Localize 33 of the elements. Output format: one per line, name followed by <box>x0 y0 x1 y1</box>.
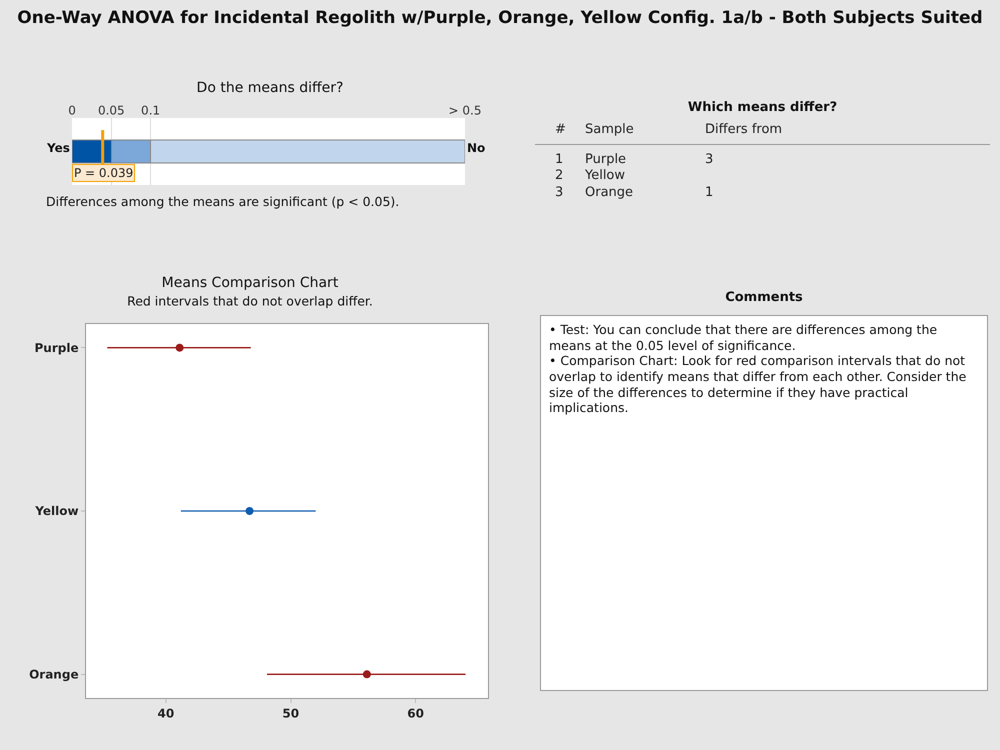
text: 1 <box>705 185 714 200</box>
chart-title: Do the means differ? <box>196 80 344 96</box>
text: 3 <box>555 185 564 200</box>
text: Yellow <box>585 168 626 183</box>
x-tick-label: 40 <box>158 706 174 720</box>
text: # <box>555 122 566 137</box>
text: Purple <box>585 152 626 167</box>
ref-line-label: P = 0.039 <box>74 166 134 180</box>
text: Differs from <box>705 122 782 137</box>
x-tick-label: > 0.5 <box>448 104 482 118</box>
y-tick-label: Yellow <box>34 504 79 518</box>
x-tick-label: 0 <box>68 104 76 118</box>
text: No <box>467 141 486 155</box>
text: • Comparison Chart: Look for red comparison intervals that do not overlap to identify means that differ from each other. Consider the size of the differences to determine if they have practical implications. <box>549 353 968 416</box>
text: Sample <box>585 122 634 137</box>
y-tick-label: Orange <box>29 668 79 682</box>
chart-title: Means Comparison Chart <box>162 275 339 292</box>
y-tick-label: Purple <box>34 340 79 355</box>
text: Differences among the means are significant (p < 0.05). <box>46 194 400 209</box>
x-tick-label: 0.05 <box>98 104 125 118</box>
text: 2 <box>555 168 564 183</box>
chart-subtitle: Red intervals that do not overlap differ. <box>127 293 373 308</box>
text: Comments <box>724 290 804 305</box>
x-tick-label: 0.1 <box>141 104 160 118</box>
x-tick-label: 50 <box>282 706 300 720</box>
text: One-Way ANOVA for Incidental Regolith w/Purple, Orange, Yellow Config. 1a/b - Both Subjects Suited <box>16 8 984 28</box>
text: Which means differ? <box>686 100 838 115</box>
text: • Test: You can conclude that there are differences among the means at the 0.05 level of significance. <box>549 322 938 354</box>
x-tick-label: 60 <box>407 706 424 720</box>
text: Orange <box>585 185 634 200</box>
text: 1 <box>555 152 564 167</box>
text: Yes <box>46 141 70 155</box>
text: 3 <box>705 152 714 167</box>
